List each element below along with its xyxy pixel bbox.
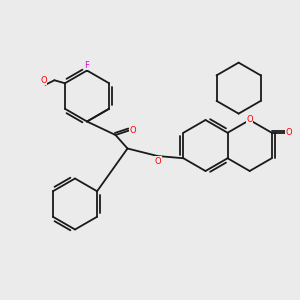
Text: O: O: [155, 157, 161, 166]
Text: O: O: [286, 128, 292, 137]
Text: F: F: [85, 61, 89, 70]
Text: O: O: [130, 126, 136, 135]
Text: O: O: [40, 76, 47, 85]
Text: O: O: [246, 116, 253, 124]
